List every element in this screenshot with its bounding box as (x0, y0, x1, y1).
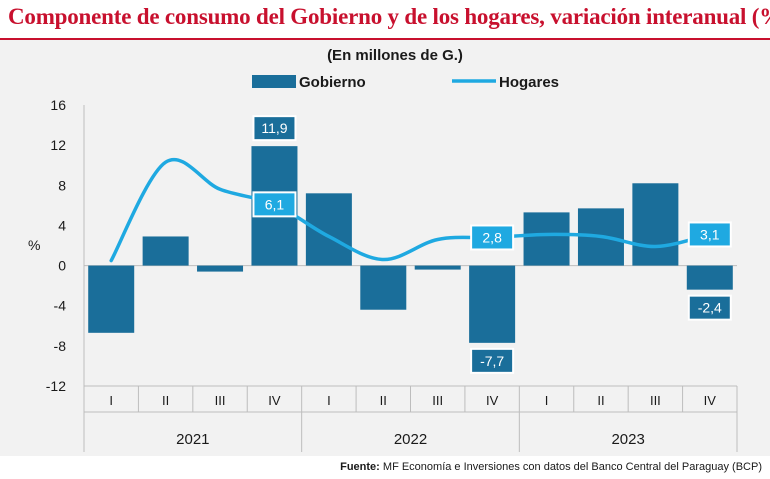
x-tick-label: I (327, 393, 331, 408)
chart-title: Componente de consumo del Gobierno y de … (8, 4, 770, 29)
hogares-label-box (470, 224, 515, 251)
x-tick-label: IV (486, 393, 499, 408)
gobierno-data-label: -7,7 (480, 353, 504, 369)
legend-gobierno-swatch (252, 75, 296, 88)
x-tick-label: III (432, 393, 443, 408)
year-label: 2021 (176, 431, 209, 448)
source-label: Fuente: (340, 461, 380, 473)
year-label: 2022 (394, 431, 427, 448)
gobierno-bar (142, 236, 189, 266)
hogares-line-path (109, 158, 712, 263)
y-axis: -12 -8 -4 0 4 8 12 16 (46, 97, 66, 394)
y-tick-label: 4 (58, 217, 66, 233)
x-tick-label: II (380, 393, 387, 408)
gobierno-bar (88, 265, 135, 333)
gobierno-label-box (687, 294, 732, 321)
y-tick-label: -8 (54, 338, 67, 354)
hogares-data-label: 3,1 (700, 226, 720, 242)
year-label: 2023 (611, 431, 644, 448)
x-tick-label: II (597, 393, 604, 408)
x-tick-label: II (162, 393, 169, 408)
gobierno-data-label: -2,4 (698, 300, 722, 316)
y-tick-label: -4 (54, 298, 67, 314)
legend: Gobierno Hogares (252, 74, 559, 91)
hogares-data-label: 6,1 (265, 196, 285, 212)
gobierno-data-label: 11,9 (261, 120, 287, 136)
legend-hogares-label: Hogares (499, 74, 559, 91)
chart-area: (En millones de G.) Gobierno Hogares % -… (0, 40, 770, 456)
legend-gobierno-label: Gobierno (299, 74, 366, 91)
y-tick-label: 0 (58, 258, 66, 274)
x-tick-label: IV (268, 393, 281, 408)
gobierno-label-box (252, 115, 297, 142)
chart-subtitle: (En millones de G.) (327, 47, 463, 64)
x-tick-label: I (545, 393, 549, 408)
gobierno-bar (686, 265, 733, 290)
chart-svg: (En millones de G.) Gobierno Hogares % -… (28, 47, 738, 452)
title-rule (0, 38, 770, 40)
x-tick-label: I (109, 393, 113, 408)
y-tick-label: 12 (50, 137, 66, 153)
gobierno-bar (523, 212, 570, 266)
data-labels: 11,9 -7,7 -2,4 6,1 2,8 3,1 (252, 115, 732, 374)
y-tick-label: 16 (50, 97, 66, 113)
hogares-line (109, 158, 712, 263)
gobierno-bar (360, 265, 407, 310)
source-note: Fuente: MF Economía e Inversiones con da… (340, 461, 762, 473)
hogares-label-box (687, 221, 732, 248)
gobierno-bar (414, 265, 461, 270)
hogares-label-box (252, 191, 297, 218)
gobierno-bar (197, 265, 244, 272)
source-text: MF Economía e Inversiones con datos del … (382, 461, 762, 473)
gobierno-bar (305, 193, 352, 266)
gobierno-bar (469, 265, 516, 343)
x-tick-label: III (650, 393, 661, 408)
x-tick-label: IV (704, 393, 717, 408)
y-tick-label: -12 (46, 378, 66, 394)
y-axis-label: % (28, 237, 40, 253)
hogares-data-label: 2,8 (482, 229, 502, 245)
x-tick-label: III (215, 393, 226, 408)
gobierno-bar (632, 183, 679, 266)
gobierno-label-box (470, 347, 515, 374)
y-tick-label: 8 (58, 177, 66, 193)
